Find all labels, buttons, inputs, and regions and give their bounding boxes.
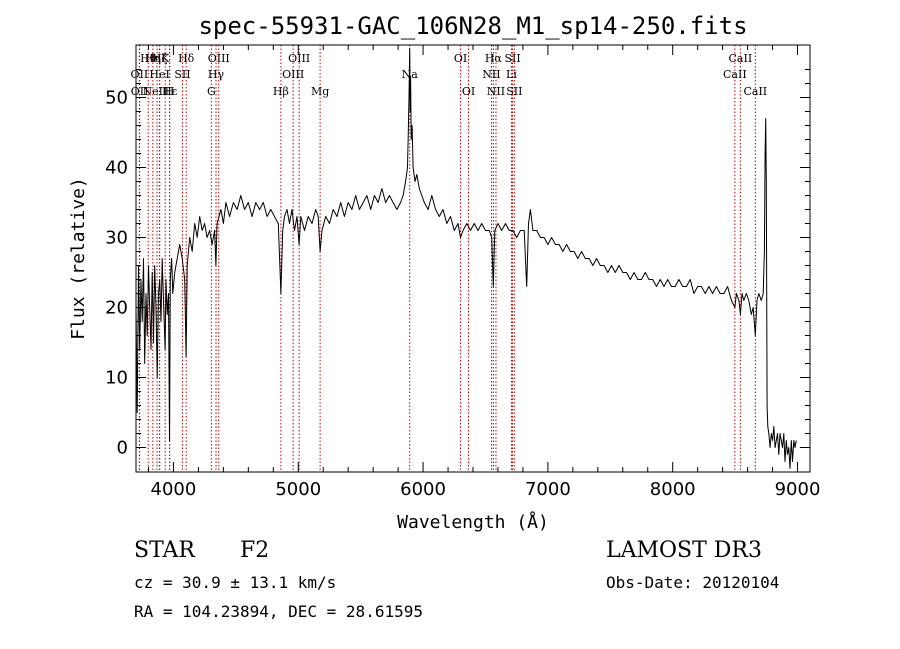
x-tick-label: 9000 <box>775 479 821 500</box>
redshift-velocity: cz = 30.9 ± 13.1 km/s <box>134 573 337 592</box>
sky-coordinates: RA = 104.23894, DEC = 28.61595 <box>134 602 423 621</box>
spectral-line-label: Hβ <box>273 85 289 98</box>
spectral-line-label: OIII <box>208 52 230 65</box>
spectral-line-label: HeI <box>149 68 169 81</box>
spectral-line-label: Hε <box>162 85 178 98</box>
spectral-line-label: NII <box>482 68 500 81</box>
spectral-line-label: NII <box>487 85 505 98</box>
spectrum-line <box>136 48 797 469</box>
spectral-line-label: Mg <box>311 85 329 98</box>
object-subclass: F2 <box>240 538 270 563</box>
spectral-line-label: G <box>207 85 216 98</box>
chart-title: spec-55931-GAC_106N28_M1_sp14-250.fits <box>198 12 747 40</box>
spectral-line-label: Hα <box>485 52 503 65</box>
spectral-line-label: NeIII <box>143 85 172 98</box>
x-axis-label: Wavelength (Å) <box>397 511 549 533</box>
spectral-line-label: CaII <box>723 68 747 81</box>
spectral-line-label: OI <box>462 85 475 98</box>
spectral-line-label: OII <box>131 68 149 81</box>
object-class: STAR <box>134 538 195 563</box>
spectral-line-label: Hζ <box>152 52 168 65</box>
x-tick-label: 5000 <box>275 479 321 500</box>
x-tick-label: 6000 <box>400 479 446 500</box>
plot-frame <box>135 44 811 473</box>
y-tick-label: 0 <box>117 438 128 459</box>
spectral-line-label: CaII <box>729 52 753 65</box>
spectral-line-label: OII <box>131 85 149 98</box>
spectral-line-label: Hγ <box>208 68 225 81</box>
spectral-line-label: Hθ <box>140 52 157 65</box>
spectral-line-label: OI <box>454 52 467 65</box>
x-tick-label: 7000 <box>525 479 571 500</box>
y-tick-label: 50 <box>105 88 128 109</box>
x-tick-label: 4000 <box>151 479 197 500</box>
spectral-line-label: K <box>161 52 170 65</box>
spectral-line-label: OIII <box>282 68 304 81</box>
spectral-line-label: H <box>165 85 175 98</box>
observation-date: Obs-Date: 20120104 <box>606 573 780 592</box>
spectral-line-label: SII <box>504 52 520 65</box>
spectral-line-label: Li <box>506 68 517 81</box>
survey-label: LAMOST DR3 <box>606 538 762 563</box>
y-tick-label: 40 <box>105 158 128 179</box>
spectral-line-label: SII <box>506 85 522 98</box>
spectral-line-label: Hη <box>145 52 161 65</box>
y-axis-label: Flux (relative) <box>68 177 89 340</box>
y-tick-label: 10 <box>105 368 128 389</box>
spectral-line-label: SII <box>174 68 190 81</box>
spectral-line-label: OIII <box>288 52 310 65</box>
spectral-line-label: Hδ <box>178 52 195 65</box>
spectral-line-label: CaII <box>743 85 767 98</box>
y-tick-label: 30 <box>105 228 128 249</box>
x-tick-label: 8000 <box>650 479 696 500</box>
y-tick-label: 20 <box>105 298 128 319</box>
